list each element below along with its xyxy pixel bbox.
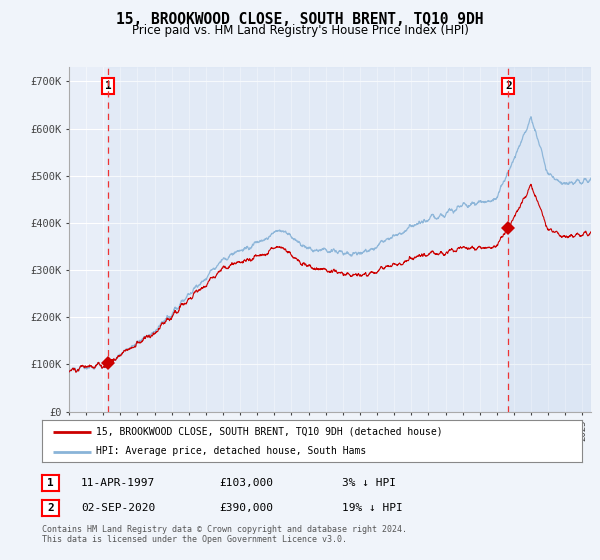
Text: 2: 2 (505, 81, 512, 91)
Text: 11-APR-1997: 11-APR-1997 (81, 478, 155, 488)
Text: 15, BROOKWOOD CLOSE, SOUTH BRENT, TQ10 9DH: 15, BROOKWOOD CLOSE, SOUTH BRENT, TQ10 9… (116, 12, 484, 27)
Text: HPI: Average price, detached house, South Hams: HPI: Average price, detached house, Sout… (96, 446, 366, 456)
Text: 19% ↓ HPI: 19% ↓ HPI (342, 503, 403, 513)
Text: 1: 1 (104, 81, 112, 91)
Text: 02-SEP-2020: 02-SEP-2020 (81, 503, 155, 513)
Text: 1: 1 (47, 478, 54, 488)
Text: 15, BROOKWOOD CLOSE, SOUTH BRENT, TQ10 9DH (detached house): 15, BROOKWOOD CLOSE, SOUTH BRENT, TQ10 9… (96, 427, 443, 437)
Text: Price paid vs. HM Land Registry's House Price Index (HPI): Price paid vs. HM Land Registry's House … (131, 24, 469, 36)
Bar (108, 67, 591, 412)
Text: 2: 2 (47, 503, 54, 513)
Text: £390,000: £390,000 (219, 503, 273, 513)
Text: 3% ↓ HPI: 3% ↓ HPI (342, 478, 396, 488)
Text: Contains HM Land Registry data © Crown copyright and database right 2024.
This d: Contains HM Land Registry data © Crown c… (42, 525, 407, 544)
Text: £103,000: £103,000 (219, 478, 273, 488)
Bar (508, 67, 591, 412)
